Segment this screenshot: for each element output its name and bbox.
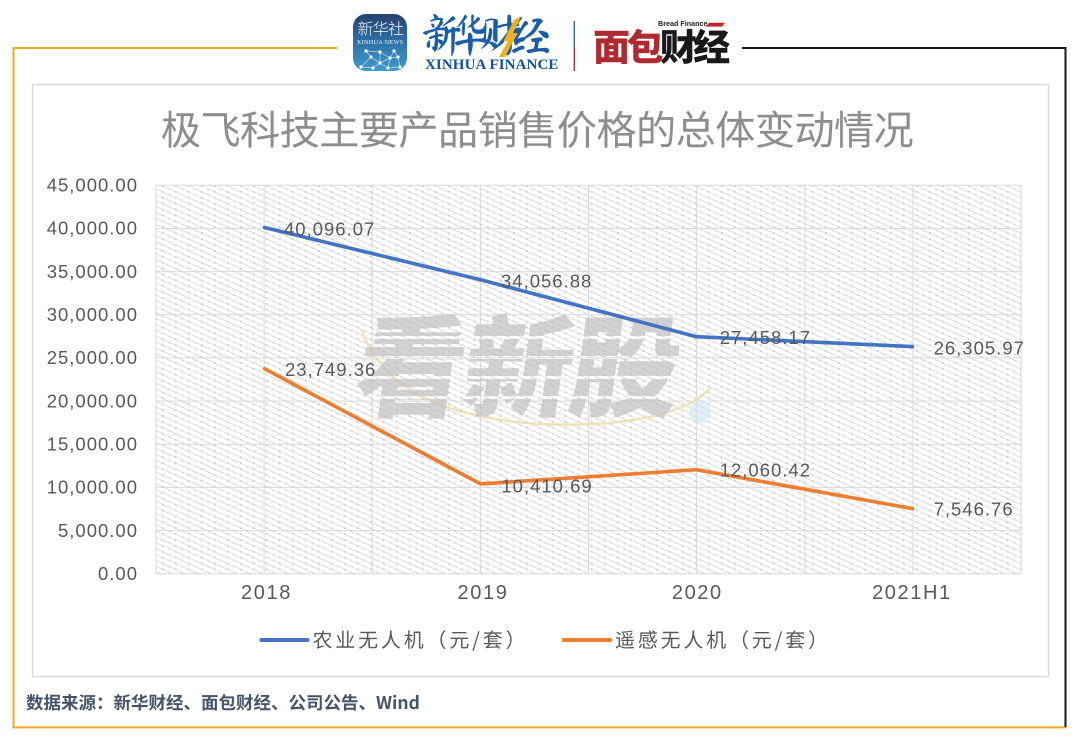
- svg-text:15,000.00: 15,000.00: [47, 434, 138, 455]
- svg-text:40,000.00: 40,000.00: [47, 218, 138, 239]
- svg-text:45,000.00: 45,000.00: [47, 175, 138, 196]
- svg-text:10,000.00: 10,000.00: [47, 477, 138, 498]
- svg-text:2018: 2018: [241, 582, 292, 604]
- svg-text:XINHUA NEWS: XINHUA NEWS: [357, 39, 404, 46]
- svg-text:7,546.76: 7,546.76: [934, 498, 1014, 519]
- svg-text:30,000.00: 30,000.00: [47, 304, 138, 325]
- svg-text:2020: 2020: [672, 582, 723, 604]
- svg-text:Bread Finance: Bread Finance: [658, 19, 708, 28]
- svg-text:27,458.17: 27,458.17: [720, 327, 811, 348]
- svg-text:5,000.00: 5,000.00: [58, 520, 138, 541]
- svg-text:2021H1: 2021H1: [872, 582, 952, 604]
- svg-text:35,000.00: 35,000.00: [47, 261, 138, 282]
- svg-text:12,060.42: 12,060.42: [720, 460, 811, 481]
- svg-text:0.00: 0.00: [98, 563, 138, 584]
- svg-text:10,410.69: 10,410.69: [501, 476, 592, 497]
- svg-text:20,000.00: 20,000.00: [47, 390, 138, 411]
- svg-text:XINHUA FINANCE: XINHUA FINANCE: [425, 57, 559, 73]
- svg-text:2019: 2019: [458, 582, 509, 604]
- svg-text:40,096.07: 40,096.07: [284, 219, 375, 240]
- svg-text:25,000.00: 25,000.00: [47, 347, 138, 368]
- svg-text:23,749.36: 23,749.36: [285, 359, 376, 380]
- svg-text:34,056.88: 34,056.88: [501, 271, 592, 292]
- svg-text:26,305.97: 26,305.97: [934, 337, 1025, 358]
